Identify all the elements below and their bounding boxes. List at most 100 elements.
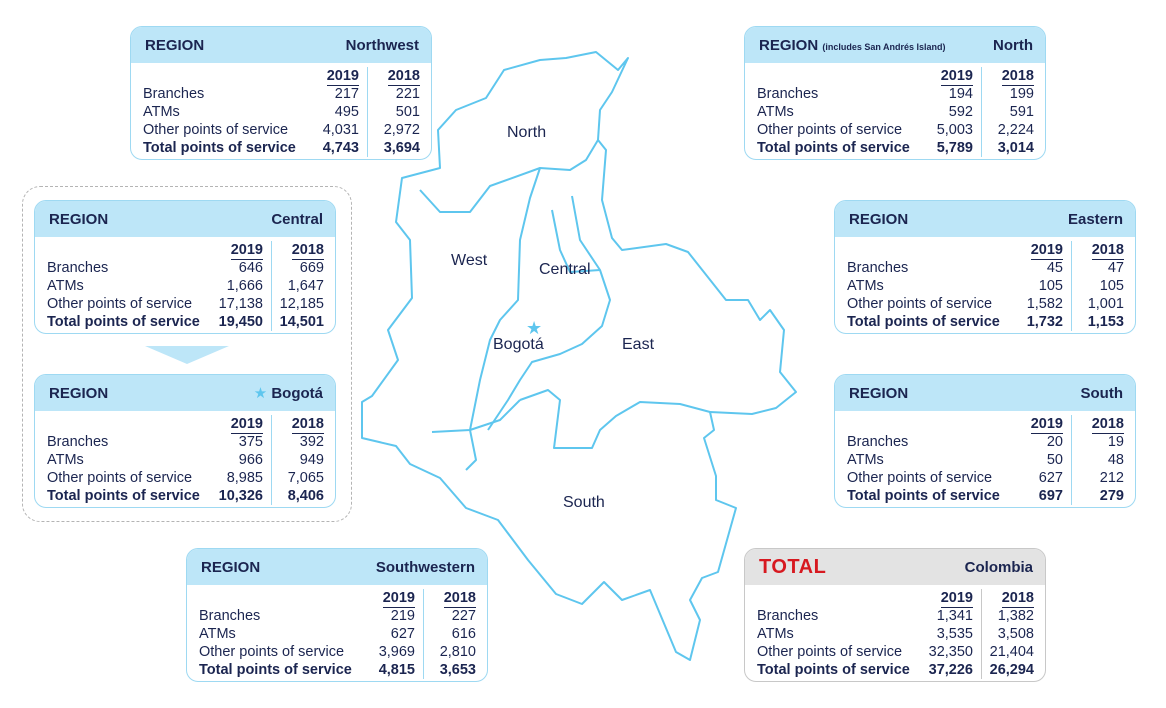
stat-value: 1,341 bbox=[936, 608, 973, 624]
stat-value: 2019 bbox=[205, 415, 272, 434]
stat-value: 279 bbox=[1071, 487, 1124, 505]
stat-value: 591 bbox=[981, 103, 1034, 121]
stat-value: 48 bbox=[1071, 451, 1124, 469]
year-header: 2018 bbox=[443, 590, 476, 608]
region-name: North bbox=[993, 36, 1033, 54]
stats-table: 2019 2018 Branches 217 221 ATMs 495 501 Other… bbox=[143, 67, 420, 157]
row-label: Branches bbox=[199, 608, 261, 624]
stat-value: 2,810 bbox=[423, 643, 476, 661]
row-label: Total points of service bbox=[847, 314, 1000, 330]
stat-value: 194 bbox=[948, 86, 973, 102]
year-header: 2018 bbox=[1001, 590, 1034, 608]
total-card-colombia: TOTAL Colombia 2019 2018 Branches 1,341 1,3… bbox=[744, 548, 1046, 682]
year-header: 2019 bbox=[230, 416, 263, 434]
border-central-inner bbox=[551, 209, 601, 273]
stats-table: 2019 2018 Branches 20 19 ATMs 50 48 Other poi… bbox=[847, 415, 1124, 505]
stat-value: 2018 bbox=[271, 415, 324, 434]
region-label: REGION bbox=[145, 36, 205, 54]
stat-value: 2019 bbox=[1005, 415, 1072, 434]
row-label bbox=[199, 589, 357, 607]
map-label-bogota: Bogotá bbox=[493, 336, 544, 353]
stat-value: 221 bbox=[367, 85, 420, 103]
stat-value: 8,985 bbox=[226, 470, 263, 486]
year-header: 2019 bbox=[1030, 416, 1063, 434]
stat-value: 1,647 bbox=[271, 277, 324, 295]
row-label: ATMs bbox=[199, 626, 236, 642]
year-header: 2018 bbox=[291, 242, 324, 260]
stat-value: 199 bbox=[981, 85, 1034, 103]
region-card-eastern: REGION Eastern 2019 2018 Branches 45 47 ATM… bbox=[834, 200, 1136, 334]
stat-value: 227 bbox=[423, 607, 476, 625]
row-label: Other points of service bbox=[47, 296, 193, 312]
bogota-star-icon: ★ bbox=[526, 318, 542, 339]
map-label-east: East bbox=[622, 336, 655, 353]
row-label: Other points of service bbox=[199, 644, 345, 660]
stat-value: 646 bbox=[238, 260, 263, 276]
row-label: Branches bbox=[847, 434, 909, 450]
stat-value: 50 bbox=[1046, 452, 1063, 468]
year-header: 2019 bbox=[940, 68, 973, 86]
stats-table: 2019 2018 Branches 1,341 1,382 ATMs 3,535 3,5… bbox=[757, 589, 1034, 679]
stat-value: 1,382 bbox=[981, 607, 1034, 625]
stat-value: 1,666 bbox=[226, 278, 263, 294]
year-header: 2018 bbox=[1091, 416, 1124, 434]
row-label: Branches bbox=[47, 260, 109, 276]
border-north-west bbox=[419, 139, 599, 213]
row-label bbox=[47, 415, 205, 433]
row-label: ATMs bbox=[757, 104, 794, 120]
region-name: South bbox=[1080, 384, 1124, 402]
region-card-northwest: REGION Northwest 2019 2018 Branches 217 221… bbox=[130, 26, 432, 160]
region-name: Southwestern bbox=[375, 558, 475, 576]
stat-value: 20 bbox=[1046, 434, 1063, 450]
stat-value: 5,003 bbox=[936, 122, 973, 138]
map-label-central: Central bbox=[539, 261, 591, 278]
stat-value: 375 bbox=[238, 434, 263, 450]
region-name: Northwest bbox=[345, 36, 419, 54]
row-label: ATMs bbox=[47, 278, 84, 294]
row-label: Total points of service bbox=[143, 140, 296, 156]
year-header: 2018 bbox=[387, 68, 420, 86]
central-to-bogota-arrow bbox=[145, 346, 229, 364]
card-header: REGION Central bbox=[35, 201, 335, 237]
stat-value: 2019 bbox=[915, 589, 982, 608]
stat-value: 212 bbox=[1071, 469, 1124, 487]
year-header: 2018 bbox=[1091, 242, 1124, 260]
stats-table: 2019 2018 Branches 194 199 ATMs 592 591 Other… bbox=[757, 67, 1034, 157]
row-label: Total points of service bbox=[847, 488, 1000, 504]
stat-value: 105 bbox=[1071, 277, 1124, 295]
card-header: REGION Northwest bbox=[131, 27, 431, 63]
stat-value: 2019 bbox=[915, 67, 982, 86]
card-header: TOTAL Colombia bbox=[745, 549, 1045, 585]
stat-value: 3,969 bbox=[378, 644, 415, 660]
row-label: Other points of service bbox=[757, 122, 903, 138]
stat-value: 105 bbox=[1038, 278, 1063, 294]
stat-value: 2018 bbox=[1071, 415, 1124, 434]
card-header: REGION Eastern bbox=[835, 201, 1135, 237]
stat-value: 217 bbox=[334, 86, 359, 102]
stat-value: 2019 bbox=[301, 67, 368, 86]
map-label-north: North bbox=[507, 124, 547, 141]
stat-value: 219 bbox=[390, 608, 415, 624]
stat-value: 26,294 bbox=[981, 661, 1034, 679]
row-label: ATMs bbox=[757, 626, 794, 642]
year-header: 2019 bbox=[1030, 242, 1063, 260]
region-card-bogota: REGION ★ Bogotá 2019 2018 Branches 375 392 … bbox=[34, 374, 336, 508]
star-icon: ★ bbox=[253, 385, 268, 402]
stat-value: 2018 bbox=[981, 67, 1034, 86]
row-label: ATMs bbox=[847, 452, 884, 468]
row-label: Other points of service bbox=[757, 644, 903, 660]
stat-value: 2,972 bbox=[367, 121, 420, 139]
region-note: (includes San Andrés Island) bbox=[822, 41, 946, 52]
stats-table: 2019 2018 Branches 45 47 ATMs 105 105 Other p… bbox=[847, 241, 1124, 331]
row-label bbox=[847, 241, 1005, 259]
row-label: Branches bbox=[47, 434, 109, 450]
stat-value: 2018 bbox=[367, 67, 420, 86]
region-card-north: REGION (includes San Andrés Island) Nort… bbox=[744, 26, 1046, 160]
stat-value: 37,226 bbox=[928, 662, 973, 678]
row-label: Total points of service bbox=[47, 488, 200, 504]
year-header: 2018 bbox=[1001, 68, 1034, 86]
stat-value: 2019 bbox=[357, 589, 424, 608]
stat-value: 19 bbox=[1071, 433, 1124, 451]
row-label bbox=[847, 415, 1005, 433]
